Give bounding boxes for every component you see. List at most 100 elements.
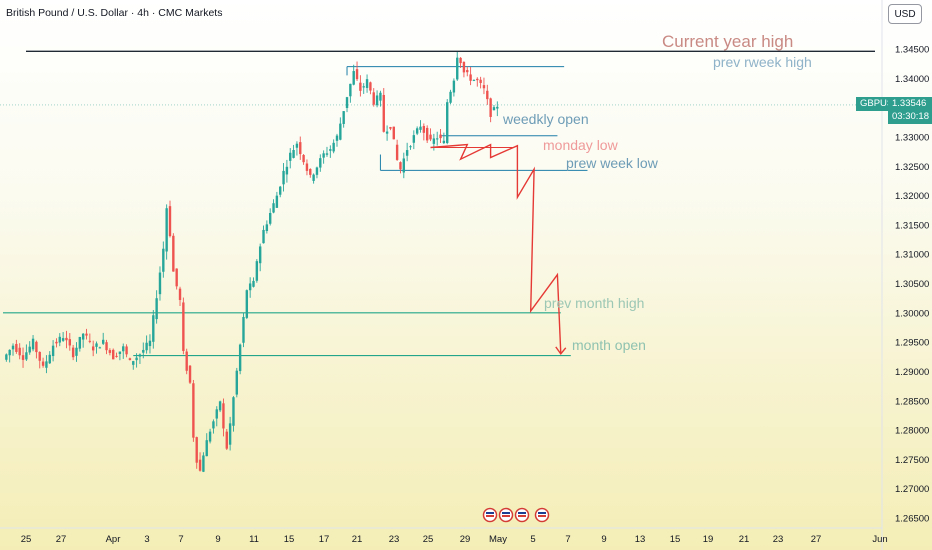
candle-body (145, 342, 148, 351)
candle-body (312, 174, 315, 181)
candle-body (205, 440, 208, 457)
candle-body (85, 333, 88, 336)
candle-body (269, 212, 272, 224)
candle-body (422, 125, 426, 133)
candle-body (58, 336, 61, 343)
candle-body (329, 149, 332, 151)
candle-body (31, 338, 35, 350)
price-tick-label: 1.31000 (895, 250, 929, 261)
candle-body (152, 315, 155, 342)
candle-body (479, 79, 482, 84)
projection (430, 143, 567, 355)
candle-body (285, 166, 289, 175)
candle-body (232, 397, 235, 426)
annotation-monday-low: monday low (543, 137, 618, 153)
price-tick-label: 1.29500 (895, 338, 929, 349)
candle-body (122, 346, 125, 352)
price-tick-label: 1.29000 (895, 367, 929, 378)
event-flag-stripe (502, 515, 510, 517)
candle-body (262, 229, 265, 244)
projection-path (430, 143, 562, 354)
candle-body (172, 235, 175, 272)
candles (5, 52, 499, 473)
time-tick-label: 23 (773, 534, 784, 545)
time-tick-label: 27 (811, 534, 822, 545)
candle-body (125, 346, 128, 355)
candle-body (265, 224, 269, 231)
candle-body (178, 288, 182, 300)
currency-button[interactable]: USD (888, 4, 922, 24)
candle-body (469, 74, 472, 81)
time-tick-label: 15 (284, 534, 295, 545)
annotation-month-open: month open (572, 337, 646, 353)
price-tick-label: 1.32500 (895, 162, 929, 173)
candle-body (75, 347, 78, 356)
candle-body (325, 153, 329, 155)
candle-body (345, 97, 349, 108)
price-tick-label: 1.34500 (895, 45, 929, 56)
candle-body (295, 143, 299, 148)
annotation-current-year-high: Current year high (662, 32, 794, 51)
candle-body (248, 283, 252, 291)
price-tick-label: 1.26500 (895, 514, 929, 525)
projection-arrowhead (555, 346, 567, 355)
candle-body (11, 345, 15, 350)
candle-body (379, 92, 382, 101)
candle-body (489, 98, 492, 117)
candle-body (309, 168, 312, 175)
event-flag-stripe (518, 512, 526, 514)
candle-body (91, 346, 95, 351)
event-flag-stripe (502, 512, 510, 514)
time-tick-label: 25 (423, 534, 434, 545)
candle-body (18, 347, 21, 356)
time-tick-label: Apr (106, 534, 121, 545)
candle-body (492, 107, 496, 111)
price-tick-label: 1.32000 (895, 191, 929, 202)
price-tick-label: 1.31500 (895, 220, 929, 231)
candle-body (419, 126, 422, 130)
candle-body (41, 361, 45, 366)
candle-body (112, 349, 115, 360)
candle-body (182, 302, 185, 351)
candle-body (275, 195, 279, 208)
time-tick-label: May (489, 534, 507, 545)
candle-body (339, 123, 342, 140)
candle-body (319, 158, 322, 168)
candle-body (365, 79, 369, 88)
candle-body (299, 142, 302, 155)
candle-body (462, 61, 466, 73)
levels (0, 50, 882, 357)
candle-body (405, 150, 409, 156)
time-tick-label: 21 (352, 534, 363, 545)
candle-body (486, 90, 489, 100)
candle-body (315, 167, 319, 175)
candle-body (456, 57, 459, 80)
time-tick-label: 13 (635, 534, 646, 545)
candle-body (102, 339, 105, 344)
candle-body (128, 358, 132, 360)
candle-body (292, 150, 295, 158)
candle-body (412, 135, 416, 143)
candle-body (442, 140, 446, 144)
candle-body (305, 163, 309, 171)
candle-body (65, 337, 68, 341)
candle-body (449, 91, 452, 103)
candle-body (135, 357, 138, 361)
candle-body (415, 128, 419, 134)
time-tick-label: 19 (703, 534, 714, 545)
candle-body (68, 339, 71, 346)
candle-body (279, 186, 282, 195)
candle-body (108, 350, 112, 353)
candle-body (81, 333, 85, 340)
candle-body (362, 86, 365, 88)
time-tick-label: 5 (530, 534, 535, 545)
candle-body (55, 341, 58, 344)
candle-body (349, 83, 352, 97)
candle-body (162, 248, 165, 272)
candle-body (342, 111, 345, 124)
price-tick-label: 1.30000 (895, 308, 929, 319)
annotation-prev-week-high: prev rweek high (713, 54, 812, 70)
price-tick-label: 1.28500 (895, 396, 929, 407)
